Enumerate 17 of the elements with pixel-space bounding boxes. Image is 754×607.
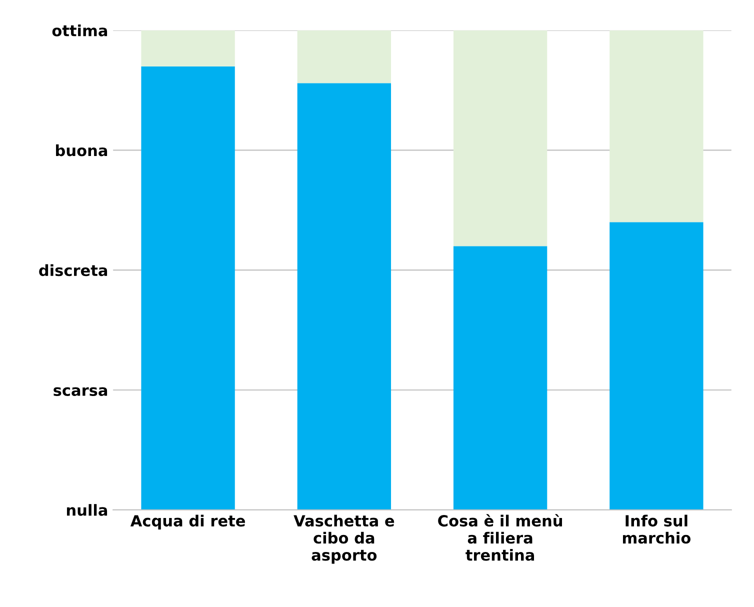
text: scarsa xyxy=(54,387,108,396)
bar xyxy=(297,83,392,510)
bar xyxy=(141,30,235,66)
bar xyxy=(610,30,704,222)
text: ottima xyxy=(52,24,108,36)
x-tick-label: Info sul marchio xyxy=(622,514,690,544)
text: nulla xyxy=(66,504,108,516)
text: buona xyxy=(56,144,108,156)
bar xyxy=(297,30,392,84)
bar xyxy=(453,30,548,246)
bar xyxy=(453,246,548,510)
bar xyxy=(141,66,235,510)
x-tick-label: Cosa è il menù a filiera trentina xyxy=(438,514,562,561)
bar xyxy=(610,222,704,510)
x-tick-label: Vaschetta e cibo da asporto xyxy=(294,514,394,564)
text: discreta xyxy=(39,264,108,276)
x-tick-label: Acqua di rete xyxy=(130,514,245,530)
